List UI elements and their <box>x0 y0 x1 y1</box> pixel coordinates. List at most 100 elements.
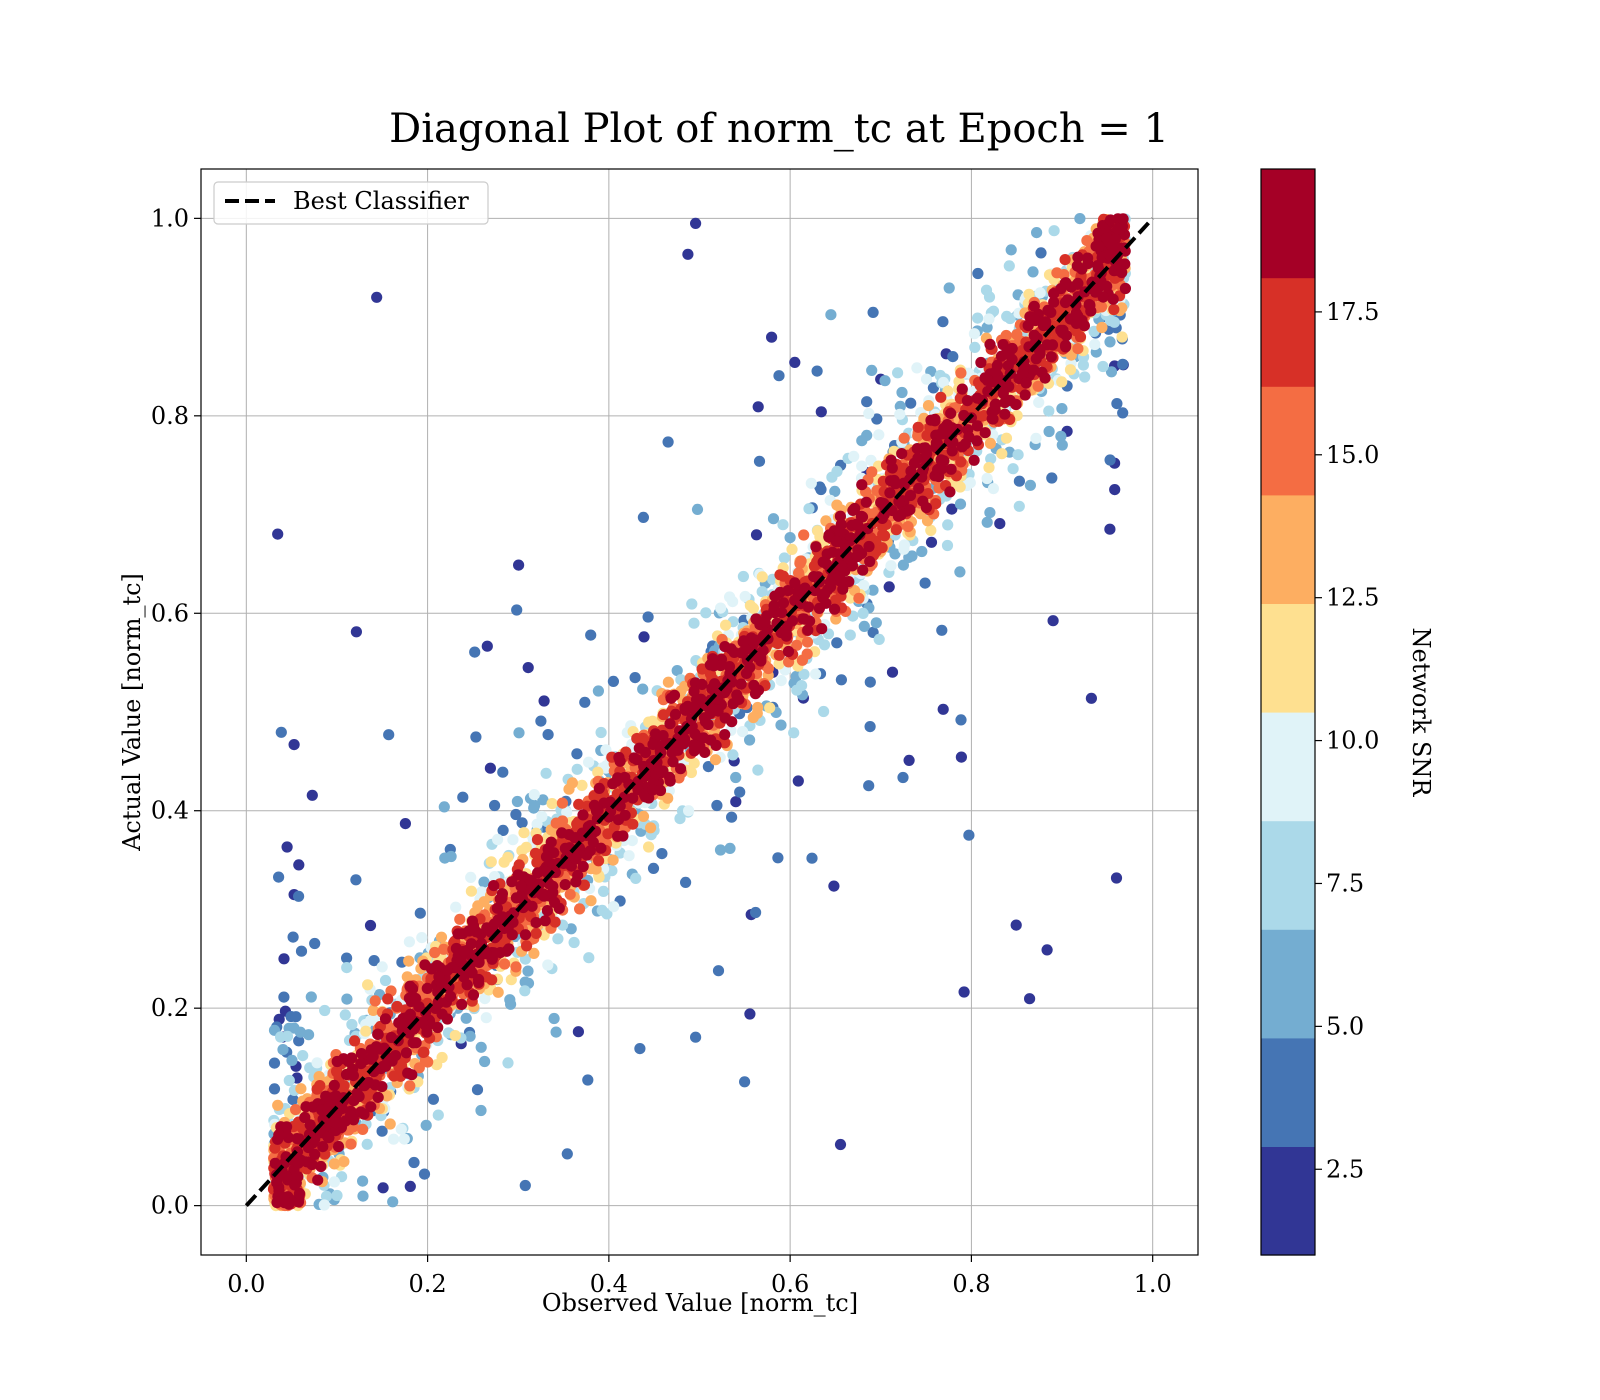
scatter-point <box>1092 227 1104 239</box>
scatter-point <box>873 429 885 441</box>
scatter-point <box>287 1094 299 1106</box>
scatter-point <box>972 267 984 280</box>
scatter-point <box>834 526 847 539</box>
scatter-point <box>886 666 899 678</box>
scatter-point <box>786 543 798 556</box>
scatter-point <box>577 809 589 821</box>
scatter-point <box>831 465 843 477</box>
scatter-point <box>1048 225 1060 237</box>
scatter-point <box>1028 300 1040 312</box>
scatter-point <box>592 766 604 778</box>
scatter-point <box>688 617 700 629</box>
scatter-point <box>429 946 441 959</box>
scatter-point <box>404 1180 416 1192</box>
scatter-point <box>1019 389 1031 401</box>
scatter-point <box>602 828 614 840</box>
scatter-point <box>853 592 865 604</box>
scatter-point <box>341 993 353 1005</box>
scatter-point <box>689 728 701 740</box>
scatter-point <box>824 576 836 588</box>
scatter-point <box>318 1199 330 1211</box>
scatter-point <box>727 749 739 761</box>
scatter-point <box>848 450 860 462</box>
scatter-point <box>368 955 380 967</box>
scatter-point <box>408 1156 420 1169</box>
scatter-point <box>395 1123 407 1135</box>
scatter-point <box>479 993 491 1005</box>
scatter-point <box>662 676 675 688</box>
scatter-point <box>877 528 889 541</box>
scatter-point <box>645 822 657 834</box>
scatter-point <box>829 603 841 615</box>
scatter-point <box>780 625 792 637</box>
scatter-point <box>513 727 525 739</box>
scatter-point <box>295 945 308 957</box>
scatter-point <box>937 703 949 715</box>
scatter-points <box>267 213 1132 1212</box>
scatter-point <box>845 532 857 544</box>
scatter-point <box>431 960 443 972</box>
scatter-point <box>830 535 842 548</box>
scatter-point <box>272 1099 284 1111</box>
scatter-point <box>561 1148 573 1160</box>
scatter-point <box>756 571 768 583</box>
scatter-point <box>749 688 762 700</box>
scatter-point <box>542 729 554 741</box>
scatter-point <box>290 1104 302 1116</box>
scatter-point <box>913 482 925 494</box>
scatter-point <box>958 986 970 998</box>
scatter-point <box>315 1160 327 1173</box>
scatter-point <box>744 734 756 746</box>
scatter-point <box>863 407 875 420</box>
scatter-point <box>1104 336 1116 348</box>
scatter-point <box>320 1190 333 1202</box>
scatter-point <box>788 727 800 739</box>
scatter-point <box>421 982 433 995</box>
scatter-point <box>817 556 829 568</box>
scatter-point <box>835 674 848 686</box>
scatter-point <box>420 1119 432 1131</box>
scatter-point <box>637 810 650 823</box>
scatter-point <box>937 316 949 328</box>
scatter-point <box>1055 430 1067 442</box>
scatter-point <box>1117 358 1129 370</box>
scatter-point <box>1089 338 1101 351</box>
scatter-point <box>540 767 552 779</box>
scatter-point <box>561 806 573 818</box>
scatter-point <box>531 834 544 846</box>
scatter-point <box>345 1138 357 1150</box>
scatter-point <box>450 901 462 913</box>
scatter-point <box>980 284 993 296</box>
scatter-point <box>726 811 738 823</box>
scatter-point <box>269 1142 281 1154</box>
scatter-point <box>864 721 876 733</box>
scatter-point <box>366 1052 378 1064</box>
scatter-point <box>864 676 876 688</box>
scatter-point <box>994 518 1006 530</box>
scatter-point <box>592 685 605 697</box>
scatter-point <box>831 637 843 649</box>
scatter-point <box>464 1030 476 1042</box>
scatter-point <box>996 448 1008 460</box>
scatter-point <box>522 662 534 674</box>
scatter-point <box>297 1050 309 1062</box>
scatter-point <box>814 481 826 493</box>
scatter-point <box>943 282 955 294</box>
scatter-point <box>1043 405 1055 417</box>
scatter-point <box>946 503 958 515</box>
scatter-point <box>647 738 659 751</box>
scatter-point <box>963 829 975 841</box>
scatter-point <box>925 524 937 537</box>
scatter-point <box>643 841 655 853</box>
scatter-point <box>902 521 914 533</box>
scatter-point <box>904 489 917 502</box>
scatter-point <box>707 653 719 665</box>
scatter-point <box>290 1011 302 1023</box>
scatter-point <box>350 874 362 886</box>
scatter-point <box>506 929 518 941</box>
scatter-point <box>715 602 727 614</box>
scatter-point <box>403 955 415 967</box>
scatter-point <box>709 754 722 766</box>
scatter-point <box>895 509 907 521</box>
scatter-point <box>892 367 904 379</box>
